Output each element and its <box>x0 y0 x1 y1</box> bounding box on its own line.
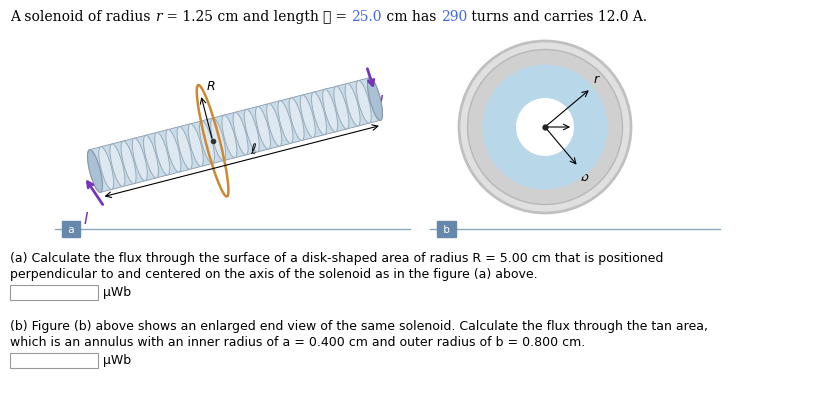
Ellipse shape <box>121 142 136 184</box>
Ellipse shape <box>233 113 248 156</box>
Ellipse shape <box>200 121 215 164</box>
Ellipse shape <box>99 147 114 190</box>
Ellipse shape <box>177 127 192 170</box>
Ellipse shape <box>468 50 622 205</box>
Text: 290: 290 <box>441 10 467 24</box>
Text: cm has: cm has <box>382 10 441 24</box>
Ellipse shape <box>210 119 225 161</box>
Text: a: a <box>65 224 78 235</box>
Ellipse shape <box>166 130 181 173</box>
Ellipse shape <box>87 150 102 193</box>
Ellipse shape <box>483 65 607 190</box>
Ellipse shape <box>155 133 170 176</box>
Text: r: r <box>155 10 161 24</box>
Ellipse shape <box>311 93 326 135</box>
Ellipse shape <box>290 99 304 141</box>
Ellipse shape <box>222 116 237 159</box>
Ellipse shape <box>459 42 631 214</box>
Text: A solenoid of radius: A solenoid of radius <box>10 10 155 24</box>
Text: ℓ: ℓ <box>323 10 331 24</box>
Text: b: b <box>440 224 453 235</box>
Ellipse shape <box>368 78 383 121</box>
Text: (b) Figure (b) above shows an enlarged end view of the same solenoid. Calculate : (b) Figure (b) above shows an enlarged e… <box>10 319 708 332</box>
Text: $I$: $I$ <box>83 210 89 226</box>
Ellipse shape <box>110 145 125 187</box>
Text: (a) Calculate the flux through the surface of a disk-shaped area of radius R = 5: (a) Calculate the flux through the surfa… <box>10 252 663 264</box>
Ellipse shape <box>188 124 203 167</box>
Ellipse shape <box>245 110 260 153</box>
Ellipse shape <box>334 87 349 130</box>
Ellipse shape <box>144 136 158 178</box>
Text: which is an annulus with an inner radius of a = 0.400 cm and outer radius of b =: which is an annulus with an inner radius… <box>10 335 585 348</box>
Ellipse shape <box>300 96 315 138</box>
Polygon shape <box>90 78 380 193</box>
FancyBboxPatch shape <box>10 353 98 368</box>
Ellipse shape <box>132 139 147 181</box>
Ellipse shape <box>87 150 102 193</box>
FancyBboxPatch shape <box>10 285 98 300</box>
Text: 25.0: 25.0 <box>351 10 382 24</box>
Text: = 1.25 cm and length: = 1.25 cm and length <box>161 10 323 24</box>
Text: $r$: $r$ <box>593 73 601 86</box>
Text: $a$: $a$ <box>550 131 559 144</box>
Ellipse shape <box>323 90 338 133</box>
Text: $\ell$: $\ell$ <box>250 142 257 157</box>
Text: μWb: μWb <box>103 286 131 299</box>
Ellipse shape <box>267 104 282 147</box>
Text: $R$: $R$ <box>206 80 215 93</box>
Ellipse shape <box>516 99 574 157</box>
Ellipse shape <box>278 102 293 144</box>
Text: perpendicular to and centered on the axis of the solenoid as in the figure (a) a: perpendicular to and centered on the axi… <box>10 267 537 280</box>
Ellipse shape <box>345 84 360 127</box>
Text: $I$: $I$ <box>378 94 384 110</box>
Text: $b$: $b$ <box>581 169 590 183</box>
Ellipse shape <box>368 78 383 121</box>
Text: μWb: μWb <box>103 354 131 367</box>
Text: =: = <box>331 10 351 24</box>
Ellipse shape <box>356 81 371 124</box>
Text: turns and carries 12.0 A.: turns and carries 12.0 A. <box>467 10 647 24</box>
Ellipse shape <box>255 107 270 150</box>
